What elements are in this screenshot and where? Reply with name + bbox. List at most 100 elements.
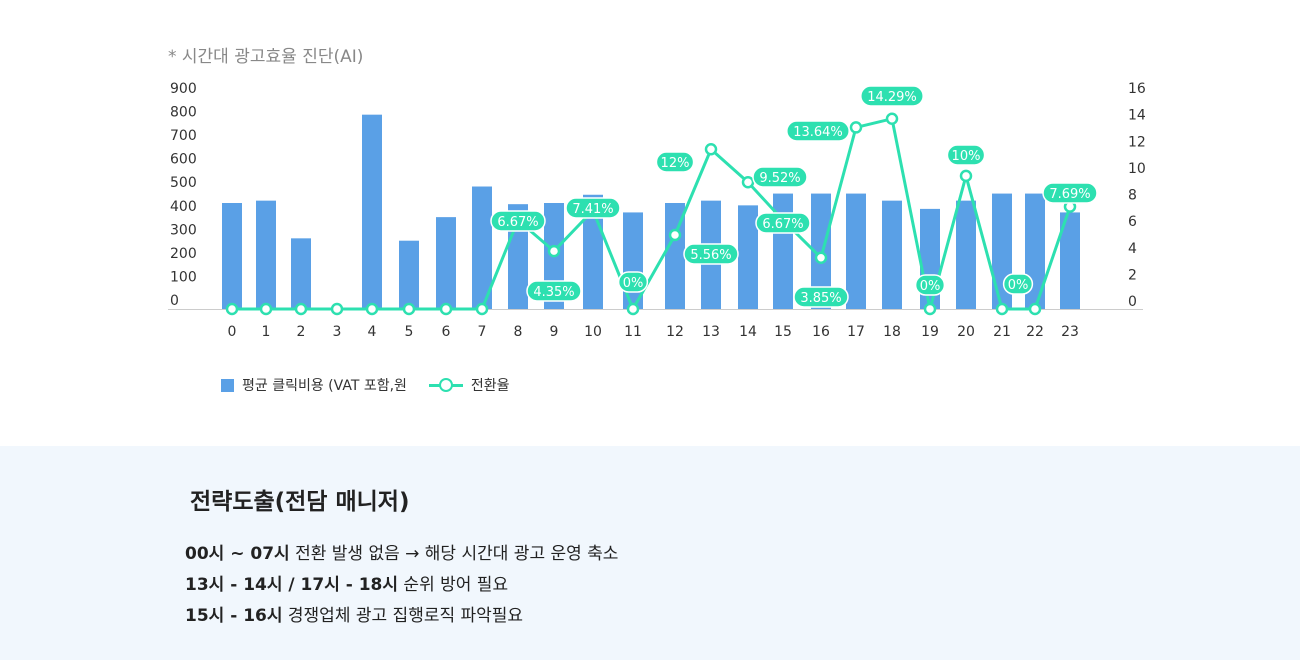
data-label-pill xyxy=(526,280,582,302)
data-label: 13.64% xyxy=(793,125,843,140)
x-tick-label: 9 xyxy=(550,324,559,340)
x-tick-label: 17 xyxy=(847,324,865,340)
data-label-pill xyxy=(786,120,850,142)
bar-hour-4 xyxy=(362,114,382,310)
bar-hour-0 xyxy=(222,203,242,309)
x-tick-label: 12 xyxy=(666,324,684,340)
bar-hour-17 xyxy=(846,193,866,309)
line-point-hour-12 xyxy=(668,228,682,242)
data-label-pill xyxy=(683,243,739,265)
combo-chart: 0100200300400500600700800900024681012141… xyxy=(168,81,1146,340)
x-tick-label: 21 xyxy=(993,324,1011,340)
line-point-hour-21 xyxy=(995,302,1009,316)
left-tick-label: 200 xyxy=(170,246,197,262)
line-point-hour-5 xyxy=(402,302,416,316)
x-tick-label: 3 xyxy=(333,324,342,340)
x-tick-label: 19 xyxy=(921,324,939,340)
bar-hour-1 xyxy=(256,200,276,309)
line-point-hour-2 xyxy=(294,302,308,316)
data-label: 0% xyxy=(623,276,644,291)
data-label-pill xyxy=(655,151,695,173)
strategy-panel: 전략도출(전담 매니저) 00시 ~ 07시 전환 발생 없음 → 해당 시간대… xyxy=(0,446,1300,660)
x-tick-label: 5 xyxy=(405,324,414,340)
left-tick-label: 100 xyxy=(170,269,197,285)
line-point-hour-1 xyxy=(259,302,273,316)
x-tick-label: 14 xyxy=(739,324,757,340)
left-tick-label: 800 xyxy=(170,105,197,121)
data-label: 0% xyxy=(920,279,941,294)
bar-hour-6 xyxy=(436,217,456,309)
data-label-pill xyxy=(914,274,946,296)
conversion-rate-line xyxy=(232,117,1072,311)
left-tick-label: 700 xyxy=(170,128,197,144)
right-tick-label: 2 xyxy=(1128,267,1137,283)
data-label: 6.67% xyxy=(762,217,803,232)
strategy-line-1-text: 전환 발생 없음 → 해당 시간대 광고 운영 축소 xyxy=(289,544,619,564)
left-tick-label: 0 xyxy=(170,293,179,309)
left-tick-label: 600 xyxy=(170,152,197,168)
line-point-hour-7 xyxy=(475,302,489,316)
left-tick-label: 400 xyxy=(170,199,197,215)
bar-hour-7 xyxy=(472,186,492,309)
data-label: 4.35% xyxy=(533,285,574,300)
data-label-pill xyxy=(860,85,924,107)
data-label: 5.56% xyxy=(690,248,731,263)
data-label-pill xyxy=(617,271,649,293)
line-point-hour-19 xyxy=(923,302,937,316)
x-tick-label: 2 xyxy=(297,324,306,340)
bar-hour-14 xyxy=(738,205,758,309)
right-tick-label: 12 xyxy=(1128,134,1146,150)
strategy-line-3-time: 15시 - 16시 xyxy=(185,606,283,626)
x-tick-label: 18 xyxy=(883,324,901,340)
line-point-hour-13 xyxy=(704,143,718,156)
legend-line-label: 전환율 xyxy=(470,378,510,394)
line-point-hour-0 xyxy=(225,302,239,316)
data-label: 9.52% xyxy=(759,171,800,186)
right-tick-label: 14 xyxy=(1128,108,1146,124)
line-point-hour-20 xyxy=(959,169,973,183)
bar-hour-12 xyxy=(665,203,685,309)
x-tick-label: 16 xyxy=(812,324,830,340)
bar-hour-5 xyxy=(399,240,419,309)
left-tick-label: 900 xyxy=(170,81,197,97)
legend-bar-swatch xyxy=(221,378,234,392)
data-label-pill xyxy=(1002,273,1034,295)
strategy-line-2-time: 13시 - 14시 / 17시 - 18시 xyxy=(185,575,399,595)
x-tick-label: 7 xyxy=(478,324,487,340)
line-point-hour-6 xyxy=(439,302,453,316)
left-tick-label: 500 xyxy=(170,175,197,191)
data-label-pill xyxy=(755,212,811,234)
data-label: 6.67% xyxy=(497,215,538,230)
strategy-line-1: 00시 ~ 07시 전환 발생 없음 → 해당 시간대 광고 운영 축소 xyxy=(185,539,618,564)
data-label: 12% xyxy=(661,156,690,171)
strategy-line-2-text: 순위 방어 필요 xyxy=(398,575,509,595)
x-tick-label: 22 xyxy=(1026,324,1044,340)
line-point-hour-9 xyxy=(547,244,561,258)
x-tick-label: 0 xyxy=(228,324,237,340)
data-label-pill xyxy=(490,210,546,232)
bar-hour-2 xyxy=(291,238,311,309)
data-label-pill xyxy=(793,286,849,308)
data-label: 10% xyxy=(952,149,981,164)
x-tick-label: 13 xyxy=(702,324,720,340)
data-label: 14.29% xyxy=(867,90,917,105)
line-point-hour-18 xyxy=(885,112,899,126)
legend-line-swatch xyxy=(428,378,463,392)
line-point-hour-14 xyxy=(741,176,755,189)
right-tick-label: 4 xyxy=(1128,241,1137,257)
x-tick-label: 15 xyxy=(774,324,792,340)
strategy-line-1-time: 00시 ~ 07시 xyxy=(185,544,290,564)
data-label-pill xyxy=(565,197,621,219)
data-label: 0% xyxy=(1008,278,1029,293)
right-tick-label: 0 xyxy=(1128,294,1137,310)
line-point-hour-22 xyxy=(1028,302,1042,316)
bar-hour-23 xyxy=(1060,212,1080,309)
data-label-pill xyxy=(946,144,986,166)
bar-hour-16 xyxy=(811,193,831,309)
line-point-hour-4 xyxy=(365,302,379,316)
x-tick-label: 6 xyxy=(442,324,451,340)
x-tick-label: 4 xyxy=(368,324,377,340)
bar-hour-20 xyxy=(956,200,976,309)
data-label-pill xyxy=(1042,182,1098,204)
line-point-hour-17 xyxy=(849,121,863,134)
